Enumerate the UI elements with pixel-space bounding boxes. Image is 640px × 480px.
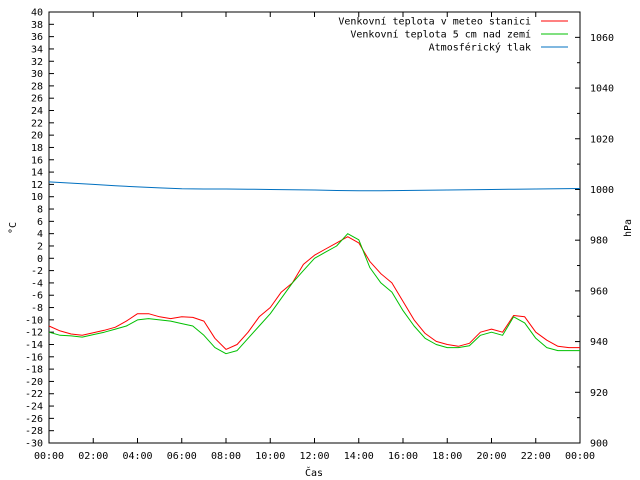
x-axis-label: Čas (305, 466, 323, 479)
y-left-tick-label: 18 (31, 143, 43, 154)
y-right-tick-label: 1020 (590, 134, 614, 145)
x-tick-label: 06:00 (167, 451, 197, 462)
y-left-tick-label: -2 (31, 266, 43, 277)
x-tick-label: 16:00 (388, 451, 418, 462)
x-tick-label: 22:00 (521, 451, 551, 462)
x-tick-label: 00:00 (565, 451, 595, 462)
y-left-tick-label: -4 (31, 278, 43, 289)
y-left-tick-label: 28 (31, 81, 43, 92)
series-line-1 (48, 236, 580, 350)
y-left-tick-label: 12 (31, 180, 43, 191)
x-tick-label: 12:00 (299, 451, 329, 462)
y-left-tick-label: 40 (31, 8, 43, 19)
legend-entry-label: Venkovní teplota 5 cm nad zemí (350, 29, 531, 41)
y-right-tick-label: 1040 (590, 84, 614, 95)
series-line-3 (48, 181, 581, 192)
y-left-tick-label: 22 (31, 118, 43, 129)
y-left-tick-label: 30 (31, 69, 43, 80)
y-left-tick-label: -10 (25, 315, 43, 326)
y-right-tick-label: 940 (590, 337, 608, 348)
y-left-tick-label: 36 (31, 32, 43, 43)
y-left-tick-label: 0 (37, 254, 43, 265)
y-left-tick-label: -8 (31, 303, 43, 314)
y-right-tick-label: 1000 (590, 185, 614, 196)
y-left-tick-label: -18 (25, 365, 43, 376)
y-left-tick-label: 8 (37, 205, 43, 216)
y-left-tick-label: -12 (25, 328, 43, 339)
x-tick-label: 04:00 (122, 451, 152, 462)
y-right-tick-label: 980 (590, 236, 608, 247)
x-tick-label: 02:00 (78, 451, 108, 462)
y-left-tick-label: 2 (37, 241, 43, 252)
y-left-tick-label: -6 (31, 291, 43, 302)
y-left-tick-label: 14 (31, 168, 43, 179)
y-left-tick-label: 6 (37, 217, 43, 228)
x-tick-label: 08:00 (211, 451, 241, 462)
legend-entry-label: Atmosférický tlak (429, 42, 531, 54)
y-right-tick-label: 960 (590, 286, 608, 297)
y-left-tick-label: -24 (25, 402, 43, 413)
y-left-tick-label: -20 (25, 377, 43, 388)
y-left-tick-label: 10 (31, 192, 43, 203)
y-left-tick-label: -16 (25, 352, 43, 363)
x-tick-label: 20:00 (476, 451, 506, 462)
x-tick-label: 10:00 (255, 451, 285, 462)
y-left-tick-label: 20 (31, 131, 43, 142)
y-left-tick-label: -14 (25, 340, 43, 351)
y-left-tick-label: 24 (31, 106, 43, 117)
y-left-tick-label: 26 (31, 94, 43, 105)
x-tick-label: 18:00 (432, 451, 462, 462)
y-left-tick-label: -26 (25, 414, 43, 425)
y-left-tick-label: 38 (31, 20, 43, 31)
y-left-tick-label: 34 (31, 44, 43, 55)
y-right-tick-label: 900 (590, 439, 608, 450)
legend-entry-label: Venkovní teplota v meteo stanici (338, 16, 531, 28)
y-left-tick-label: 4 (37, 229, 43, 240)
y-left-tick-label: -30 (25, 439, 43, 450)
plot-frame (48, 11, 581, 444)
y-axis-right-label: hPa (623, 219, 634, 237)
x-tick-label: 14:00 (344, 451, 374, 462)
y-right-tick-label: 1060 (590, 33, 614, 44)
series-line-2 (48, 233, 580, 355)
y-left-tick-label: -22 (25, 389, 43, 400)
y-left-tick-label: -28 (25, 426, 43, 437)
y-right-tick-label: 920 (590, 388, 608, 399)
x-tick-label: 00:00 (34, 451, 64, 462)
y-left-tick-label: 32 (31, 57, 43, 68)
y-left-tick-label: 16 (31, 155, 43, 166)
y-axis-left-label: °C (8, 222, 19, 234)
